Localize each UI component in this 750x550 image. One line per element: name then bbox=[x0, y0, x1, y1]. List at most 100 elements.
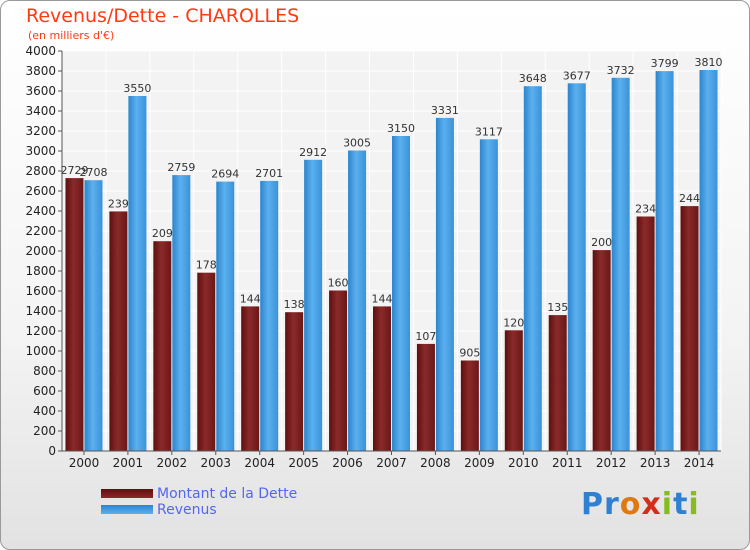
data-label-revenue: 3810 bbox=[695, 56, 723, 69]
data-label-debt: 244 bbox=[679, 192, 700, 205]
bar-revenue bbox=[699, 70, 718, 451]
y-tick-label: 3400 bbox=[25, 104, 56, 118]
bar-debt bbox=[285, 312, 304, 451]
data-label-debt: 239 bbox=[108, 197, 129, 210]
data-label-debt: 138 bbox=[284, 298, 305, 311]
legend-label-revenue: Revenus bbox=[157, 502, 217, 518]
x-tick-label: 2003 bbox=[200, 456, 231, 470]
bar-revenue bbox=[655, 71, 674, 451]
bar-revenue bbox=[128, 96, 147, 451]
logo-letter: i bbox=[661, 487, 674, 522]
data-label-debt: 234 bbox=[635, 203, 656, 216]
bar-revenue bbox=[172, 175, 191, 451]
x-tick-label: 2001 bbox=[113, 456, 144, 470]
bar-revenue bbox=[479, 139, 498, 452]
bar-revenue bbox=[567, 83, 586, 452]
bar-revenue bbox=[348, 150, 367, 451]
y-tick-label: 1600 bbox=[25, 284, 56, 298]
y-tick-label: 2200 bbox=[25, 224, 56, 238]
x-tick-label: 2007 bbox=[376, 456, 407, 470]
bar-revenue bbox=[435, 117, 454, 452]
bar-revenue bbox=[216, 181, 235, 451]
y-tick-label: 400 bbox=[33, 404, 56, 418]
y-tick-label: 2400 bbox=[25, 204, 56, 218]
x-tick-label: 2008 bbox=[420, 456, 451, 470]
data-label-revenue: 3005 bbox=[343, 137, 371, 150]
bar-debt bbox=[65, 178, 84, 451]
bar-debt bbox=[680, 206, 699, 451]
data-label-revenue: 3677 bbox=[563, 69, 591, 82]
x-tick-label: 2000 bbox=[69, 456, 100, 470]
x-tick-label: 2011 bbox=[552, 456, 583, 470]
y-tick-label: 1200 bbox=[25, 324, 56, 338]
data-label-debt: 144 bbox=[240, 292, 261, 305]
bar-debt bbox=[592, 250, 611, 451]
bar-debt bbox=[109, 211, 128, 451]
legend-swatch-revenue bbox=[101, 505, 153, 514]
legend-label-debt: Montant de la Dette bbox=[157, 486, 298, 502]
data-label-revenue: 2701 bbox=[255, 167, 283, 180]
logo-letter: o bbox=[619, 487, 642, 522]
bar-debt bbox=[460, 360, 479, 451]
data-label-revenue: 3117 bbox=[475, 125, 503, 138]
x-tick-label: 2006 bbox=[332, 456, 363, 470]
data-label-revenue: 3648 bbox=[519, 72, 547, 85]
x-tick-label: 2005 bbox=[288, 456, 319, 470]
chart-subtitle: (en milliers d'€) bbox=[28, 29, 115, 42]
data-label-debt: 135 bbox=[547, 301, 568, 314]
bar-revenue bbox=[611, 77, 630, 452]
y-tick-label: 1400 bbox=[25, 304, 56, 318]
x-tick-label: 2004 bbox=[244, 456, 275, 470]
y-tick-label: 600 bbox=[33, 384, 56, 398]
bar-debt bbox=[548, 315, 567, 451]
y-tick-label: 1800 bbox=[25, 264, 56, 278]
bar-debt bbox=[373, 306, 391, 451]
y-tick-label: 0 bbox=[48, 444, 56, 458]
data-label-revenue: 2912 bbox=[299, 146, 327, 159]
y-tick-label: 4000 bbox=[25, 44, 56, 58]
data-label-revenue: 2759 bbox=[167, 161, 195, 174]
data-label-debt: 178 bbox=[196, 259, 217, 272]
bar-debt bbox=[153, 241, 172, 451]
logo-letter: t bbox=[673, 487, 689, 522]
y-tick-label: 200 bbox=[33, 424, 56, 438]
data-label-debt: 2729 bbox=[60, 164, 88, 177]
data-label-revenue: 3150 bbox=[387, 122, 415, 135]
y-tick-label: 3800 bbox=[25, 64, 56, 78]
bar-revenue bbox=[260, 180, 279, 451]
y-tick-label: 3600 bbox=[25, 84, 56, 98]
data-label-debt: 107 bbox=[415, 330, 436, 343]
data-label-debt: 144 bbox=[372, 292, 393, 305]
y-tick-label: 2600 bbox=[25, 184, 56, 198]
data-label-debt: 905 bbox=[459, 347, 480, 360]
x-tick-label: 2013 bbox=[640, 456, 671, 470]
bar-debt bbox=[197, 272, 216, 451]
bar-revenue bbox=[392, 136, 410, 451]
y-tick-label: 2000 bbox=[25, 244, 56, 258]
x-tick-label: 2002 bbox=[157, 456, 188, 470]
bar-debt bbox=[416, 343, 435, 451]
bar-debt bbox=[241, 306, 260, 451]
bar-debt bbox=[504, 330, 523, 451]
logo-letter: P bbox=[581, 487, 604, 522]
bar-revenue bbox=[523, 86, 542, 451]
data-label-debt: 200 bbox=[591, 236, 612, 249]
chart-title: Revenus/Dette - CHAROLLES bbox=[26, 5, 300, 27]
x-tick-label: 2014 bbox=[684, 456, 715, 470]
data-label-debt: 209 bbox=[152, 227, 173, 240]
bar-revenue bbox=[84, 180, 103, 451]
y-tick-label: 800 bbox=[33, 364, 56, 378]
proxiti-logo: Proxiti bbox=[581, 487, 700, 522]
bar-debt bbox=[636, 216, 655, 451]
logo-letter: r bbox=[604, 487, 620, 522]
x-tick-label: 2012 bbox=[596, 456, 627, 470]
bar-debt bbox=[329, 290, 348, 451]
logo-letter: x bbox=[641, 487, 662, 522]
data-label-revenue: 3550 bbox=[123, 82, 151, 95]
y-tick-label: 3000 bbox=[25, 144, 56, 158]
data-label-revenue: 2708 bbox=[79, 166, 107, 179]
bar-revenue bbox=[304, 159, 323, 452]
y-tick-label: 2800 bbox=[25, 164, 56, 178]
